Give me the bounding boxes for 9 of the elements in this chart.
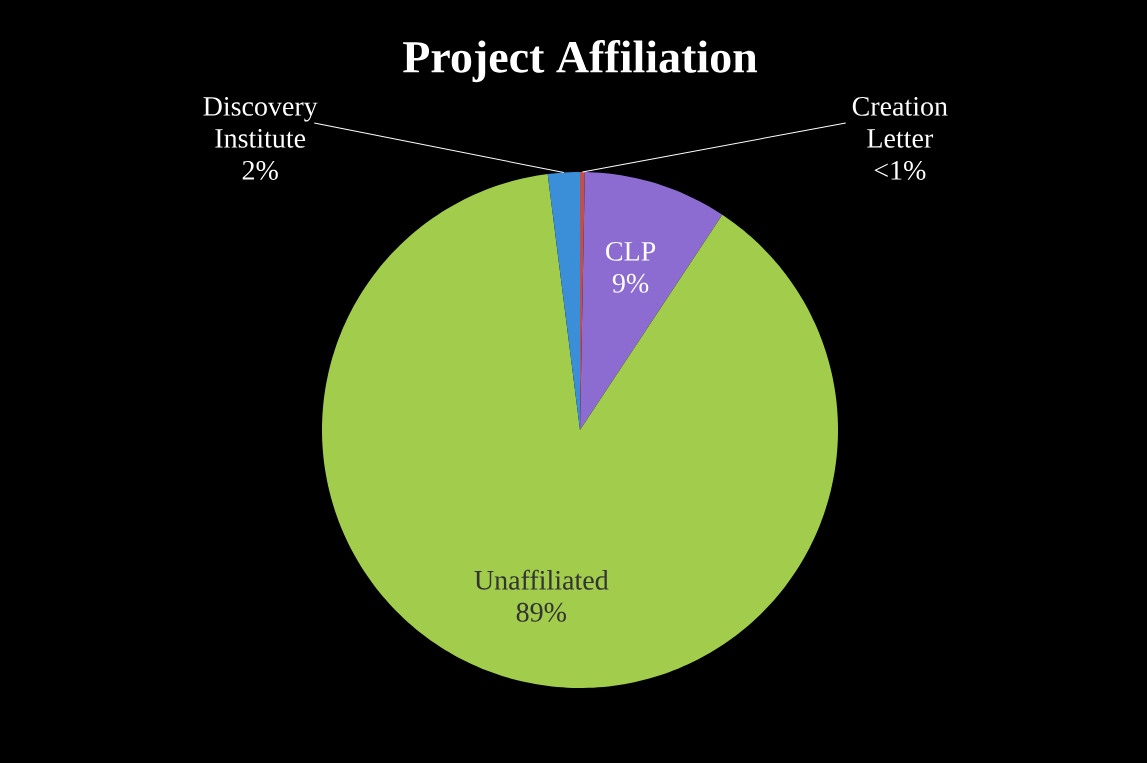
data-label: 89%	[516, 602, 566, 622]
slice-label: CLP	[606, 241, 656, 261]
slice-label: Creation Letter	[852, 96, 948, 148]
data-label: <1%	[874, 160, 926, 180]
data-label: 9%	[612, 273, 649, 293]
chart-title: Project Affiliation	[403, 39, 758, 83]
slice-label: Discovery Institute	[203, 96, 318, 148]
data-label: 2%	[242, 160, 278, 180]
slice-label: Unaffiliated	[474, 569, 609, 590]
